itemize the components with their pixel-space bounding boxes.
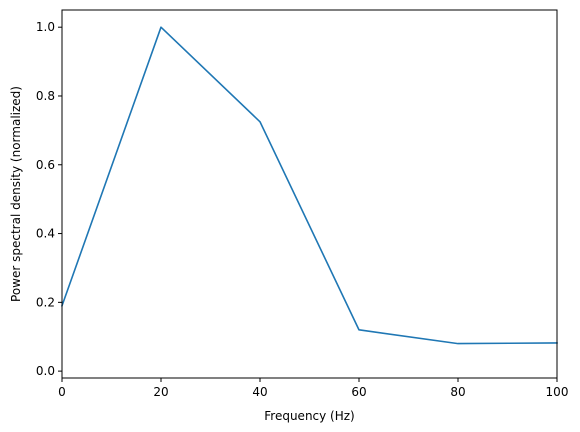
y-tick-label: 0.6: [36, 158, 55, 172]
plot-area: [62, 10, 557, 378]
x-tick-label: 80: [450, 385, 465, 399]
y-tick-label: 1.0: [36, 20, 55, 34]
series-line: [60, 26, 558, 345]
y-tick-label: 0.4: [36, 227, 55, 241]
y-tick-label: 0.8: [36, 89, 55, 103]
y-axis-label: Power spectral density (normalized): [9, 86, 23, 302]
y-axis-ticks: 0.0 0.2 0.4 0.6 0.8 1.0: [36, 20, 62, 378]
plot-frame: [61, 9, 558, 379]
x-axis-ticks: 0 20 40 60 80 100: [58, 378, 568, 399]
x-tick-label: 0: [58, 385, 66, 399]
x-axis-label: Frequency (Hz): [264, 409, 355, 423]
series-layer: [60, 26, 558, 345]
y-tick-label: 0.2: [36, 295, 55, 309]
x-tick-label: 60: [351, 385, 366, 399]
x-tick-label: 40: [252, 385, 267, 399]
y-tick-label: 0.0: [36, 364, 55, 378]
x-tick-label: 20: [153, 385, 168, 399]
x-tick-label: 100: [546, 385, 569, 399]
